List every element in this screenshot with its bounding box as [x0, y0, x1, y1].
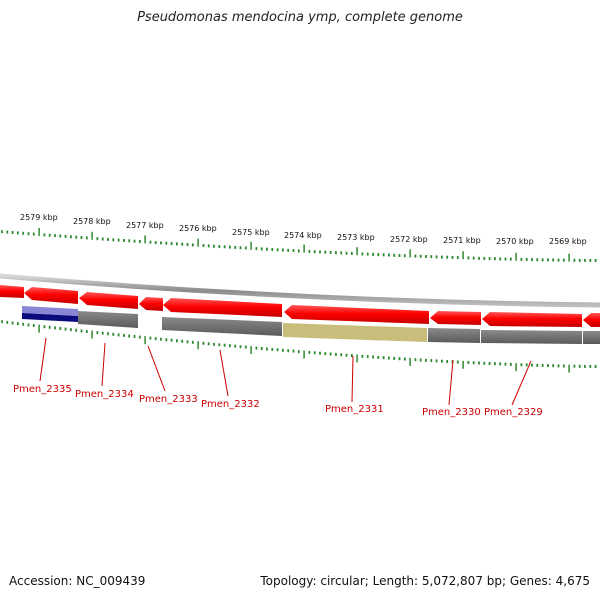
callout-line [101, 342, 106, 387]
feature-block-pmen-2329 [481, 330, 582, 344]
gene-label-pmen-2332[interactable]: Pmen_2332 [201, 399, 260, 410]
feature-block-pmen-2334 [78, 311, 138, 328]
scale-label: 2575 kbp [232, 228, 270, 237]
scale-label: 2578 kbp [73, 217, 111, 226]
accession-text: Accession: NC_009439 [9, 574, 146, 588]
scale-label: 2569 kbp [549, 237, 587, 246]
feature-track [22, 306, 600, 344]
gene-label-pmen-2329[interactable]: Pmen_2329 [484, 407, 543, 418]
gene-label-pmen-2334[interactable]: Pmen_2334 [75, 389, 134, 400]
scale-label: 2577 kbp [126, 221, 164, 230]
genome-backbone [0, 273, 600, 308]
callout-line [448, 359, 454, 406]
callout-line [39, 337, 47, 382]
feature-block-pmen-2330 [428, 328, 480, 343]
feature-block [583, 331, 600, 344]
callout-line [351, 355, 354, 403]
gene-label-pmen-2333[interactable]: Pmen_2333 [139, 394, 198, 405]
callout-line [219, 349, 229, 397]
feature-block-pmen-2335 [22, 306, 78, 316]
callout-line [147, 345, 166, 392]
scale-label: 2579 kbp [20, 213, 58, 222]
cds-arrow [0, 285, 24, 298]
scale-label: 2572 kbp [390, 235, 428, 244]
gene-label-pmen-2331[interactable]: Pmen_2331 [325, 404, 384, 415]
gene-callouts [39, 337, 532, 406]
scale-ticks-top [1, 228, 597, 262]
feature-block-pmen-2332 [162, 317, 282, 336]
scale-ticks-bottom [1, 320, 597, 373]
cds-arrow [24, 287, 78, 304]
cds-arrow [139, 297, 163, 311]
cds-arrow [482, 312, 582, 327]
feature-block-pmen-2335-inner [22, 313, 78, 322]
gene-label-pmen-2330[interactable]: Pmen_2330 [422, 407, 481, 418]
page-title: Pseudomonas mendocina ymp, complete geno… [137, 10, 463, 25]
cds-arrow [430, 311, 481, 325]
scale-label: 2574 kbp [284, 231, 322, 240]
callout-line [511, 360, 532, 406]
cds-arrow [79, 292, 138, 309]
cds-arrow [583, 313, 600, 327]
gene-label-pmen-2335[interactable]: Pmen_2335 [13, 384, 72, 395]
scale-labels: 2579 kbp 2578 kbp 2577 kbp 2576 kbp 2575… [20, 213, 587, 246]
gene-labels: Pmen_2335 Pmen_2334 Pmen_2333 Pmen_2332 … [13, 384, 543, 418]
topology-text: Topology: circular; Length: 5,072,807 bp… [260, 574, 590, 588]
feature-block-pmen-2331 [283, 323, 427, 342]
scale-label: 2576 kbp [179, 224, 217, 233]
cds-track [0, 285, 600, 327]
scale-label: 2573 kbp [337, 233, 375, 242]
cds-arrow [163, 298, 282, 317]
scale-label: 2571 kbp [443, 236, 481, 245]
cds-arrow [284, 305, 429, 324]
scale-label: 2570 kbp [496, 237, 534, 246]
